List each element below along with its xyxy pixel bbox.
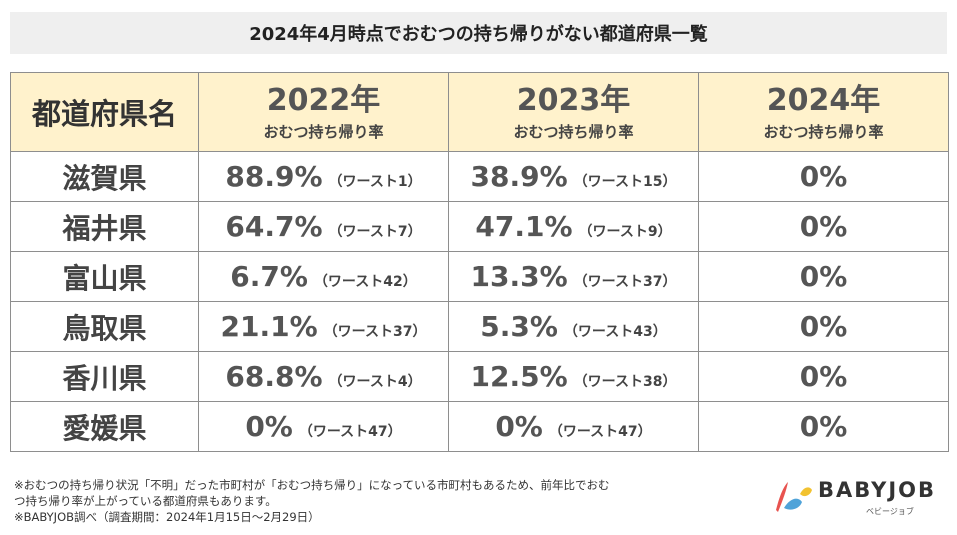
table-row: 香川県 68.8% （ワースト4） 12.5% （ワースト38） 0% [10, 351, 949, 402]
footnotes: ※おむつの持ち帰り状況「不明」だった市町村が「おむつ持ち帰り」になっている市町村… [14, 477, 744, 525]
rate-value: 0% [799, 160, 848, 193]
year-label: 2024年 [766, 82, 881, 118]
rate-value: 0% [799, 310, 848, 343]
rank-label: （ワースト7） [328, 224, 422, 240]
rank-label: （ワースト43） [563, 324, 667, 340]
footnote-line: ※BABYJOB調べ（調査期間：2024年1月15日〜2月29日） [14, 510, 320, 524]
logo-subtext: ベビージョブ [866, 507, 914, 516]
rate-cell-y2023: 38.9% （ワースト15） [448, 151, 699, 202]
rate-value: 5.3% [480, 310, 558, 343]
rank-label: （ワースト38） [573, 374, 677, 390]
rate-value: 0% [799, 210, 848, 243]
rate-value: 0% [799, 360, 848, 393]
rank-label: （ワースト37） [573, 274, 677, 290]
year-sublabel: おむつ持ち帰り率 [763, 122, 884, 141]
rank-label: （ワースト9） [578, 224, 672, 240]
table-row: 富山県 6.7% （ワースト42） 13.3% （ワースト37） 0% [10, 251, 949, 302]
pref-name: 鳥取県 [62, 311, 147, 345]
pref-cell: 鳥取県 [10, 301, 199, 352]
pref-name: 香川県 [62, 361, 147, 395]
year-header-2022: 2022年 おむつ持ち帰り率 [198, 72, 449, 152]
pref-cell: 香川県 [10, 351, 199, 402]
pref-cell: 富山県 [10, 251, 199, 302]
page-title: 2024年4月時点でおむつの持ち帰りがない都道府県一覧 [10, 12, 947, 54]
rate-value: 0% [245, 410, 293, 443]
rate-cell-y2024: 0% [698, 401, 949, 452]
rank-label: （ワースト4） [328, 374, 422, 390]
rate-cell-y2022: 64.7% （ワースト7） [198, 201, 449, 252]
header-row: 都道府県名 2022年 おむつ持ち帰り率 2023年 おむつ持ち帰り率 2024… [10, 72, 949, 152]
rate-value: 47.1% [475, 210, 573, 243]
rate-cell-y2022: 0% （ワースト47） [198, 401, 449, 452]
rate-value: 6.7% [230, 260, 308, 293]
year-sublabel: おむつ持ち帰り率 [513, 122, 634, 141]
rate-cell-y2023: 0% （ワースト47） [448, 401, 699, 452]
rate-value: 0% [799, 410, 848, 443]
pref-name: 滋賀県 [62, 161, 147, 195]
footnote-line: つ持ち帰り率が上がっている都道府県もあります。 [14, 494, 277, 508]
rate-cell-y2022: 6.7% （ワースト42） [198, 251, 449, 302]
rate-value: 0% [495, 410, 543, 443]
logo-wordmark: BABYJOB [818, 478, 936, 502]
table-row: 愛媛県 0% （ワースト47） 0% （ワースト47） 0% [10, 401, 949, 452]
year-header-2023: 2023年 おむつ持ち帰り率 [448, 72, 699, 152]
rate-value: 38.9% [470, 160, 568, 193]
year-header-2024: 2024年 おむつ持ち帰り率 [698, 72, 949, 152]
rank-label: （ワースト15） [573, 174, 677, 190]
rate-value: 64.7% [225, 210, 323, 243]
pref-name: 福井県 [62, 211, 147, 245]
rank-label: （ワースト1） [328, 174, 422, 190]
pref-header: 都道府県名 [10, 72, 199, 152]
rate-cell-y2024: 0% [698, 151, 949, 202]
rate-cell-y2023: 13.3% （ワースト37） [448, 251, 699, 302]
rate-cell-y2023: 47.1% （ワースト9） [448, 201, 699, 252]
prefecture-table: 都道府県名 2022年 おむつ持ち帰り率 2023年 おむつ持ち帰り率 2024… [10, 72, 949, 452]
rate-cell-y2024: 0% [698, 251, 949, 302]
rate-value: 12.5% [470, 360, 568, 393]
rate-cell-y2024: 0% [698, 351, 949, 402]
rate-value: 68.8% [225, 360, 323, 393]
babyjob-logo: BABYJOB ベビージョブ [770, 470, 945, 520]
table-row: 滋賀県 88.9% （ワースト1） 38.9% （ワースト15） 0% [10, 151, 949, 202]
babyjob-mark-icon [776, 482, 812, 512]
rate-value: 88.9% [225, 160, 323, 193]
rate-cell-y2024: 0% [698, 201, 949, 252]
pref-cell: 福井県 [10, 201, 199, 252]
year-sublabel: おむつ持ち帰り率 [263, 122, 384, 141]
rank-label: （ワースト47） [298, 424, 402, 440]
rank-label: （ワースト42） [313, 274, 417, 290]
rate-cell-y2022: 88.9% （ワースト1） [198, 151, 449, 202]
pref-cell: 愛媛県 [10, 401, 199, 452]
year-label: 2023年 [516, 82, 631, 118]
pref-cell: 滋賀県 [10, 151, 199, 202]
rate-cell-y2022: 21.1% （ワースト37） [198, 301, 449, 352]
footnote-line: ※おむつの持ち帰り状況「不明」だった市町村が「おむつ持ち帰り」になっている市町村… [14, 478, 610, 492]
rank-label: （ワースト47） [548, 424, 652, 440]
rate-value: 21.1% [220, 310, 318, 343]
table-row: 福井県 64.7% （ワースト7） 47.1% （ワースト9） 0% [10, 201, 949, 252]
rate-cell-y2023: 12.5% （ワースト38） [448, 351, 699, 402]
rank-label: （ワースト37） [323, 324, 427, 340]
rate-value: 0% [799, 260, 848, 293]
table-row: 鳥取県 21.1% （ワースト37） 5.3% （ワースト43） 0% [10, 301, 949, 352]
rate-value: 13.3% [470, 260, 568, 293]
rate-cell-y2023: 5.3% （ワースト43） [448, 301, 699, 352]
pref-name: 富山県 [62, 261, 147, 295]
pref-name: 愛媛県 [62, 411, 147, 445]
rate-cell-y2024: 0% [698, 301, 949, 352]
year-label: 2022年 [266, 82, 381, 118]
rate-cell-y2022: 68.8% （ワースト4） [198, 351, 449, 402]
